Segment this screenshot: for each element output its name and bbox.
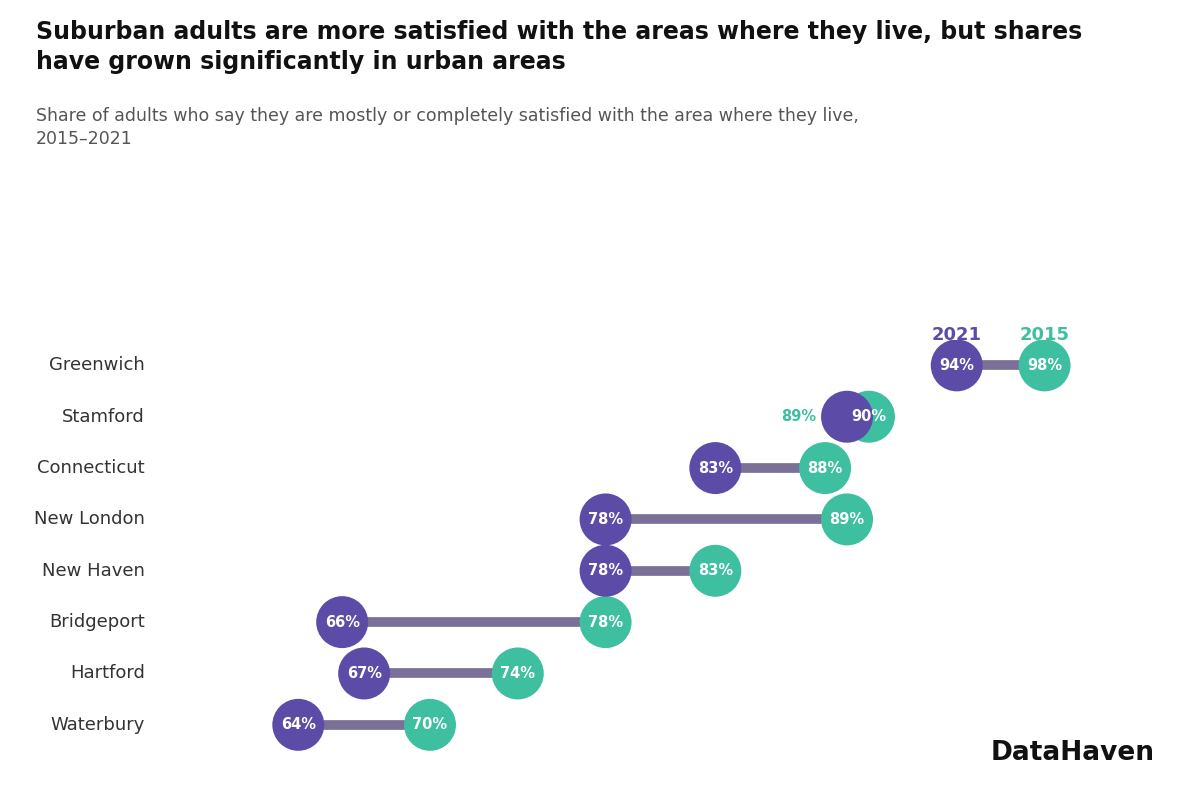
Text: 83%: 83% xyxy=(697,461,733,476)
Text: 70%: 70% xyxy=(413,717,447,732)
Text: Share of adults who say they are mostly or completely satisfied with the area wh: Share of adults who say they are mostly … xyxy=(36,107,858,149)
Text: 78%: 78% xyxy=(588,615,624,630)
Point xyxy=(706,461,725,474)
Text: Connecticut: Connecticut xyxy=(37,459,145,477)
Text: 89%: 89% xyxy=(781,409,816,424)
Text: 64%: 64% xyxy=(281,717,315,732)
Text: 88%: 88% xyxy=(808,461,843,476)
Text: DataHaven: DataHaven xyxy=(990,740,1154,766)
Point xyxy=(859,411,878,423)
Text: 74%: 74% xyxy=(500,666,536,681)
Text: Bridgeport: Bridgeport xyxy=(49,613,145,631)
Point xyxy=(508,667,527,679)
Text: Waterbury: Waterbury xyxy=(50,716,145,734)
Text: Stamford: Stamford xyxy=(62,408,145,426)
Text: 78%: 78% xyxy=(588,512,624,527)
Text: 78%: 78% xyxy=(588,563,624,578)
Point xyxy=(596,616,615,629)
Text: 66%: 66% xyxy=(325,615,359,630)
Point xyxy=(838,411,857,423)
Point xyxy=(706,564,725,577)
Text: 67%: 67% xyxy=(346,666,382,681)
Text: New Haven: New Haven xyxy=(42,562,145,580)
Point xyxy=(333,616,352,629)
Text: 83%: 83% xyxy=(697,563,733,578)
Point xyxy=(947,359,966,371)
Text: Greenwich: Greenwich xyxy=(49,356,145,374)
Text: New London: New London xyxy=(33,510,145,529)
Point xyxy=(420,719,439,732)
Text: 2015: 2015 xyxy=(1020,325,1070,344)
Text: 98%: 98% xyxy=(1027,358,1063,373)
Text: 94%: 94% xyxy=(939,358,975,373)
Point xyxy=(355,667,374,679)
Point xyxy=(838,514,857,526)
Text: Suburban adults are more satisfied with the areas where they live, but shares
ha: Suburban adults are more satisfied with … xyxy=(36,20,1082,74)
Point xyxy=(596,514,615,526)
Text: 2021: 2021 xyxy=(932,325,982,344)
Point xyxy=(596,564,615,577)
Text: 89%: 89% xyxy=(829,512,865,527)
Text: 90%: 90% xyxy=(851,409,887,424)
Point xyxy=(289,719,308,732)
Text: Hartford: Hartford xyxy=(70,664,145,683)
Point xyxy=(1035,359,1054,371)
Point xyxy=(815,461,834,474)
